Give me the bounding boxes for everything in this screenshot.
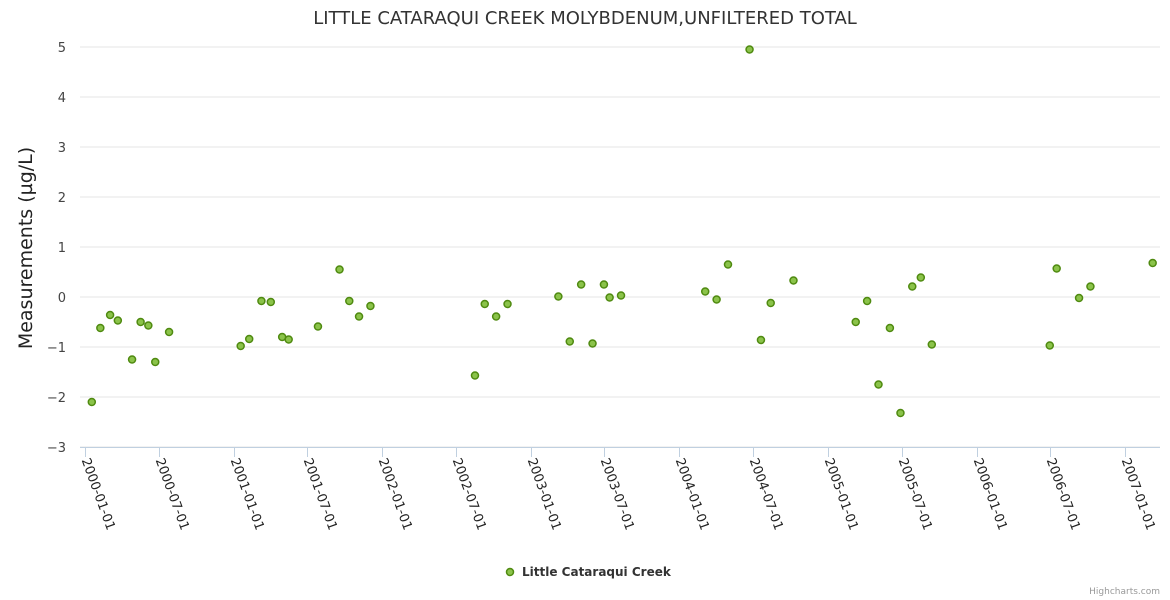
legend-marker-icon bbox=[505, 567, 515, 577]
data-point[interactable] bbox=[236, 341, 245, 351]
x-tick-label: 2000-07-01 bbox=[152, 456, 192, 532]
x-tick-label: 2003-01-01 bbox=[524, 456, 564, 532]
y-tick-label: 4 bbox=[58, 91, 66, 106]
grid-lines bbox=[80, 46, 1160, 448]
y-axis-ticks: 5 4 3 2 1 0 −1 −2 −3 bbox=[47, 41, 66, 456]
y-tick-label: 5 bbox=[58, 41, 66, 56]
y-tick-label: 1 bbox=[58, 241, 66, 256]
data-point[interactable] bbox=[257, 296, 266, 306]
x-tick-label: 2001-07-01 bbox=[300, 456, 340, 532]
legend[interactable]: Little Cataraqui Creek bbox=[505, 565, 672, 579]
x-tick-label: 2004-07-01 bbox=[746, 456, 786, 532]
data-point[interactable] bbox=[756, 335, 766, 345]
y-tick-label: 3 bbox=[58, 141, 66, 156]
data-point[interactable] bbox=[87, 397, 97, 407]
data-point[interactable] bbox=[723, 260, 733, 269]
data-point[interactable] bbox=[345, 296, 354, 306]
data-point[interactable] bbox=[565, 337, 575, 346]
data-point[interactable] bbox=[244, 334, 254, 344]
data-point[interactable] bbox=[284, 335, 293, 344]
data-point[interactable] bbox=[1045, 341, 1055, 350]
chart-title: LITTLE CATARAQUI CREEK MOLYBDENUM,UNFILT… bbox=[313, 8, 857, 29]
data-point[interactable] bbox=[96, 323, 105, 333]
data-point[interactable] bbox=[480, 299, 489, 309]
data-point[interactable] bbox=[164, 327, 174, 337]
data-point[interactable] bbox=[916, 273, 926, 282]
data-point[interactable] bbox=[503, 299, 512, 309]
y-tick-label: −2 bbox=[47, 391, 66, 406]
x-tick-label: 2002-01-01 bbox=[375, 456, 415, 532]
data-point[interactable] bbox=[862, 296, 872, 306]
y-axis-title: Measurements (µg/L) bbox=[15, 147, 37, 349]
x-tick-label: 2006-01-01 bbox=[970, 456, 1010, 532]
data-point[interactable] bbox=[266, 297, 276, 307]
data-point[interactable] bbox=[151, 357, 160, 367]
data-point[interactable] bbox=[1086, 282, 1095, 291]
x-tick-label: 2002-07-01 bbox=[449, 456, 489, 532]
data-point[interactable] bbox=[927, 340, 937, 349]
data-point[interactable] bbox=[1074, 293, 1084, 303]
y-tick-label: 2 bbox=[58, 191, 66, 206]
x-tick-label: 2000-01-01 bbox=[78, 456, 118, 532]
data-point[interactable] bbox=[554, 292, 563, 301]
legend-label[interactable]: Little Cataraqui Creek bbox=[522, 565, 672, 579]
data-point[interactable] bbox=[491, 312, 501, 321]
data-point[interactable] bbox=[874, 380, 883, 389]
series-little-cataraqui-creek[interactable] bbox=[87, 45, 1157, 418]
y-tick-label: 0 bbox=[58, 291, 66, 306]
data-point[interactable] bbox=[366, 301, 375, 311]
data-point[interactable] bbox=[1148, 258, 1157, 268]
data-point[interactable] bbox=[908, 282, 917, 291]
data-point[interactable] bbox=[766, 298, 775, 308]
x-tick-label: 2003-07-01 bbox=[597, 456, 637, 532]
data-point[interactable] bbox=[588, 339, 597, 348]
data-point[interactable] bbox=[745, 45, 754, 54]
data-point[interactable] bbox=[599, 280, 609, 289]
x-tick-label: 2007-01-01 bbox=[1118, 456, 1158, 532]
data-point[interactable] bbox=[576, 280, 586, 289]
x-tick-label: 2005-01-01 bbox=[821, 456, 861, 532]
data-point[interactable] bbox=[885, 323, 895, 333]
data-point[interactable] bbox=[113, 316, 123, 325]
x-tick-label: 2006-07-01 bbox=[1043, 456, 1083, 532]
x-axis-ticks: 2000-01-01 2000-07-01 2001-01-01 2001-07-01… bbox=[78, 447, 1158, 532]
data-point[interactable] bbox=[851, 317, 860, 327]
data-point[interactable] bbox=[127, 355, 137, 364]
credits-link[interactable]: Highcharts.com bbox=[1089, 587, 1160, 597]
data-point[interactable] bbox=[144, 321, 153, 330]
data-point[interactable] bbox=[105, 310, 115, 320]
data-point[interactable] bbox=[1052, 264, 1061, 273]
data-point[interactable] bbox=[616, 291, 626, 300]
data-point[interactable] bbox=[136, 317, 145, 327]
x-tick-label: 2004-01-01 bbox=[672, 456, 712, 532]
y-tick-label: −1 bbox=[47, 341, 66, 356]
data-point[interactable] bbox=[789, 276, 798, 285]
data-point[interactable] bbox=[335, 265, 344, 274]
x-tick-label: 2005-07-01 bbox=[895, 456, 935, 532]
data-point[interactable] bbox=[700, 287, 710, 296]
data-point[interactable] bbox=[470, 371, 480, 380]
y-tick-label: −3 bbox=[47, 441, 66, 456]
data-point[interactable] bbox=[313, 322, 323, 331]
data-point[interactable] bbox=[896, 408, 905, 418]
x-tick-label: 2001-01-01 bbox=[227, 456, 267, 532]
data-point[interactable] bbox=[605, 293, 614, 302]
data-point[interactable] bbox=[712, 295, 721, 304]
data-point[interactable] bbox=[354, 312, 364, 321]
